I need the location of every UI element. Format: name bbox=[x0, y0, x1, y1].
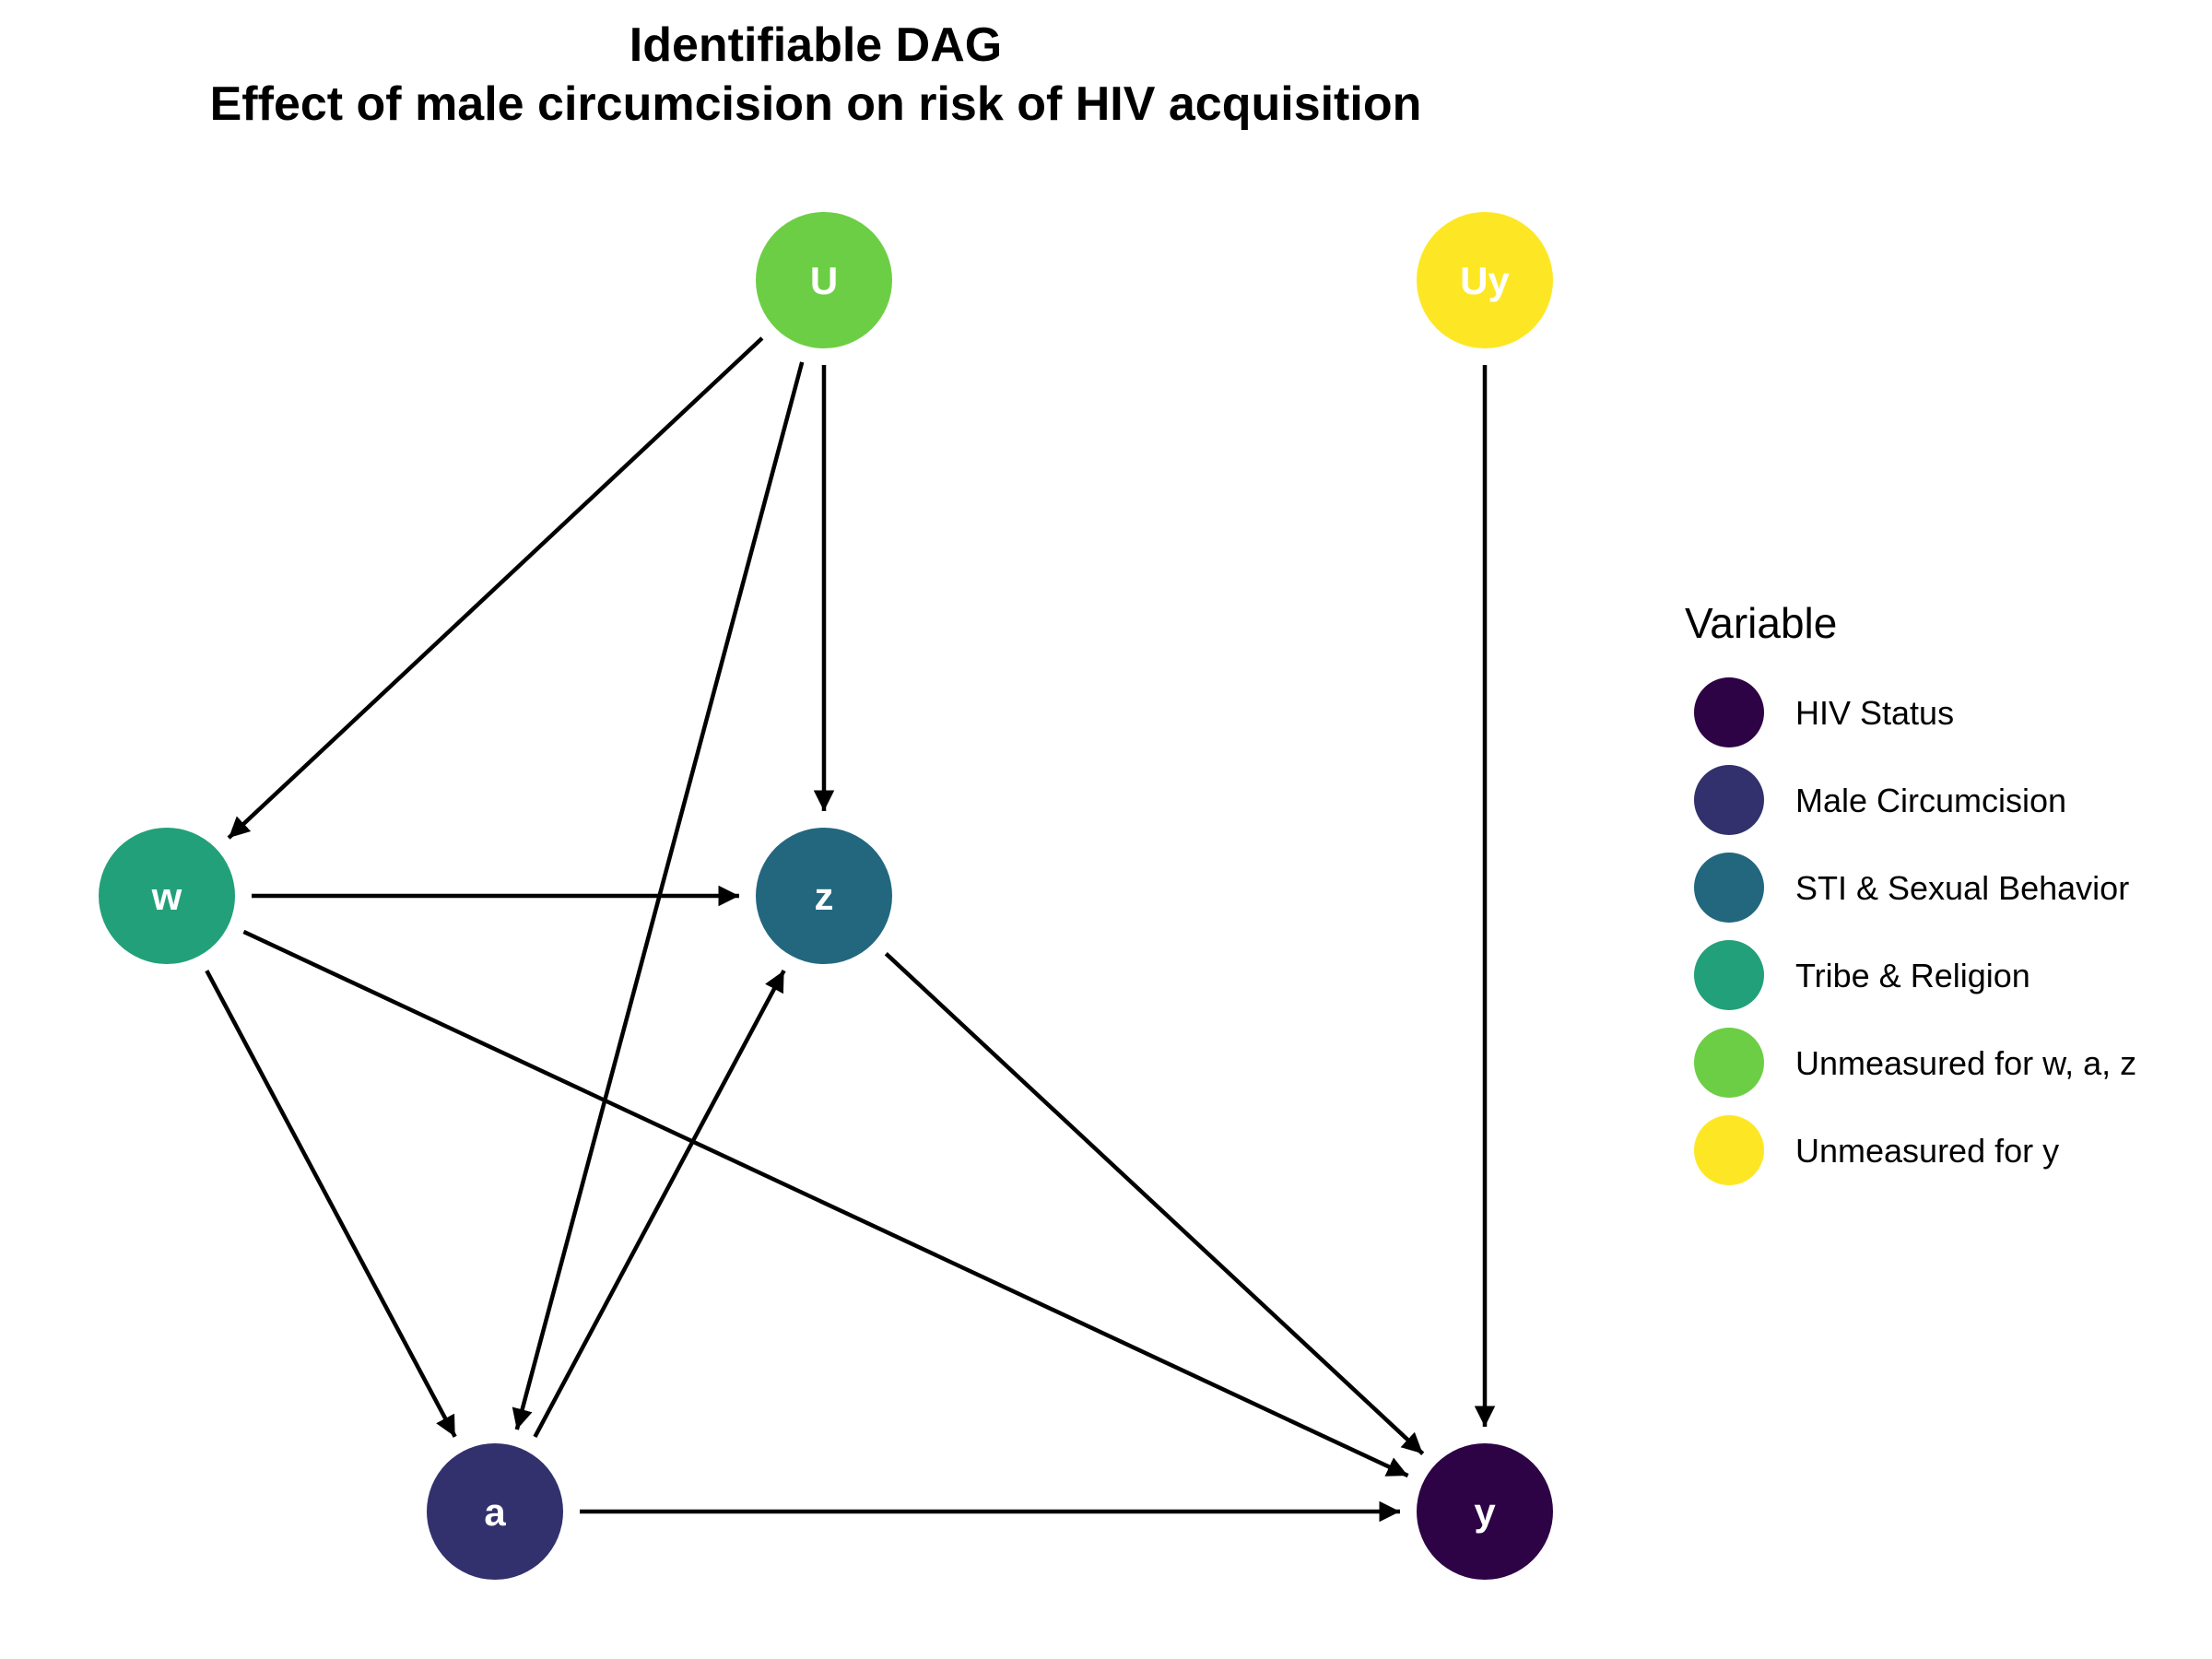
figure-title: Identifiable DAG Effect of male circumci… bbox=[210, 18, 1422, 131]
legend-label: Tribe & Religion bbox=[1795, 957, 2030, 994]
node-circle-w bbox=[99, 828, 235, 964]
nodes: U Uy w z a y bbox=[99, 212, 1553, 1580]
edge-U-to-w bbox=[227, 336, 764, 840]
legend-swatch bbox=[1694, 940, 1764, 1010]
node-circle-a bbox=[427, 1443, 563, 1580]
legend-label: STI & Sexual Behavior bbox=[1795, 869, 2129, 907]
legend-swatch bbox=[1694, 765, 1764, 835]
legend-swatch bbox=[1694, 853, 1764, 923]
node-y: y bbox=[1417, 1443, 1553, 1580]
legend-item: Unmeasured for w, a, z bbox=[1694, 1028, 2136, 1098]
legend-item: HIV Status bbox=[1694, 677, 1954, 747]
node-circle-y bbox=[1417, 1443, 1553, 1580]
node-label-w: w bbox=[151, 875, 182, 918]
node-circle-z bbox=[756, 828, 892, 964]
node-label-U: U bbox=[810, 259, 838, 302]
legend-item: STI & Sexual Behavior bbox=[1694, 853, 2129, 923]
legend-label: Unmeasured for w, a, z bbox=[1795, 1044, 2136, 1082]
edge-w-to-y bbox=[242, 929, 1409, 1478]
node-label-y: y bbox=[1474, 1490, 1496, 1534]
node-circle-U bbox=[756, 212, 892, 348]
node-label-a: a bbox=[484, 1490, 506, 1534]
legend-title: Variable bbox=[1685, 599, 1837, 647]
node-label-Uy: Uy bbox=[1460, 259, 1510, 302]
node-z: z bbox=[756, 828, 892, 964]
node-U: U bbox=[756, 212, 892, 348]
node-w: w bbox=[99, 828, 235, 964]
legend-item: Male Circumcision bbox=[1694, 765, 2066, 835]
legend-label: Unmeasured for y bbox=[1795, 1132, 2059, 1170]
legend-label: HIV Status bbox=[1795, 694, 1954, 732]
edge-w-to-a bbox=[205, 970, 457, 1438]
node-a: a bbox=[427, 1443, 563, 1580]
legend-item: Tribe & Religion bbox=[1694, 940, 2030, 1010]
node-label-z: z bbox=[815, 875, 834, 918]
title-line-2: Effect of male circumcision on risk of H… bbox=[210, 77, 1422, 131]
legend-swatch bbox=[1694, 1028, 1764, 1098]
legend-swatch bbox=[1694, 1115, 1764, 1185]
legend-item: Unmeasured for y bbox=[1694, 1115, 2059, 1185]
legend-label: Male Circumcision bbox=[1795, 782, 2066, 819]
edge-a-to-z bbox=[533, 970, 786, 1438]
node-circle-Uy bbox=[1417, 212, 1553, 348]
node-Uy: Uy bbox=[1417, 212, 1553, 348]
edges bbox=[205, 336, 1496, 1523]
title-line-1: Identifiable DAG bbox=[629, 18, 1002, 72]
legend-swatch bbox=[1694, 677, 1764, 747]
edge-z-to-y bbox=[884, 952, 1425, 1455]
legend: Variable HIV Status Male Circumcision STI … bbox=[1685, 599, 2136, 1185]
